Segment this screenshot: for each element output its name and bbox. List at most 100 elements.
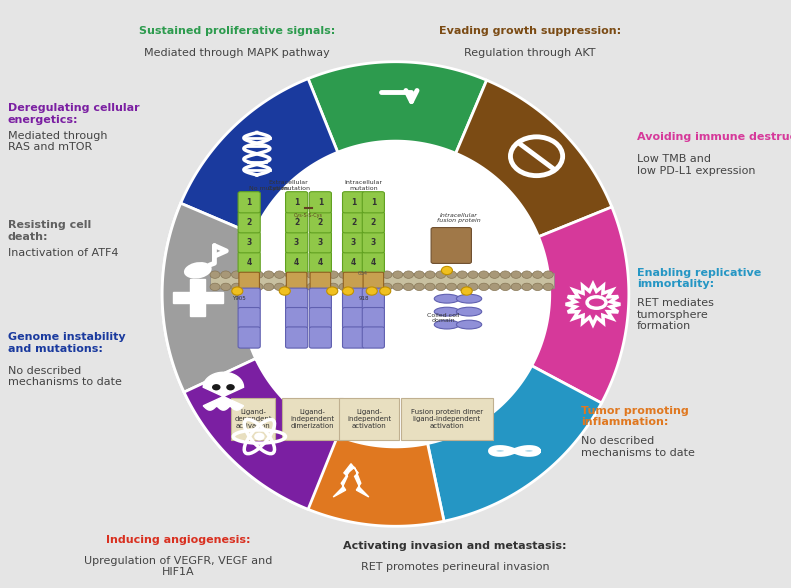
FancyBboxPatch shape <box>309 252 331 273</box>
Circle shape <box>414 283 424 290</box>
FancyBboxPatch shape <box>363 272 384 289</box>
FancyBboxPatch shape <box>309 327 331 348</box>
FancyBboxPatch shape <box>362 212 384 233</box>
Circle shape <box>317 271 327 278</box>
FancyBboxPatch shape <box>343 232 365 253</box>
Circle shape <box>253 271 263 278</box>
FancyBboxPatch shape <box>286 192 308 213</box>
Circle shape <box>532 283 543 290</box>
Circle shape <box>286 283 295 290</box>
FancyBboxPatch shape <box>343 327 365 348</box>
Circle shape <box>232 287 243 295</box>
FancyBboxPatch shape <box>238 308 260 329</box>
FancyBboxPatch shape <box>362 192 384 213</box>
Polygon shape <box>184 359 338 509</box>
Circle shape <box>339 271 349 278</box>
Ellipse shape <box>434 320 460 329</box>
Text: Fusion protein dimer
ligand-independent
activation: Fusion protein dimer ligand-independent … <box>411 409 483 429</box>
FancyBboxPatch shape <box>309 288 331 309</box>
Text: G34: G34 <box>358 271 368 276</box>
Circle shape <box>447 283 456 290</box>
Text: 1: 1 <box>371 198 376 207</box>
Polygon shape <box>180 79 338 234</box>
Text: 2: 2 <box>318 218 323 227</box>
Circle shape <box>382 283 392 290</box>
Circle shape <box>532 271 543 278</box>
Text: Tumor promoting
inflammation:: Tumor promoting inflammation: <box>581 406 689 427</box>
Text: 4: 4 <box>247 258 252 267</box>
Circle shape <box>393 283 403 290</box>
Ellipse shape <box>434 294 460 303</box>
Text: 3: 3 <box>294 238 299 247</box>
Circle shape <box>511 271 521 278</box>
Circle shape <box>254 433 265 440</box>
Text: Genome instability
and mutations:: Genome instability and mutations: <box>8 332 126 354</box>
Polygon shape <box>162 203 255 392</box>
Text: RET mediates
tumorsphere
formation: RET mediates tumorsphere formation <box>637 298 713 331</box>
Text: Ligand-
independent
dimerization: Ligand- independent dimerization <box>290 409 335 429</box>
Text: Sustained proliferative signals:: Sustained proliferative signals: <box>139 26 335 36</box>
Circle shape <box>350 283 360 290</box>
Circle shape <box>343 287 354 295</box>
Text: 1: 1 <box>247 198 252 207</box>
Circle shape <box>232 271 241 278</box>
Circle shape <box>210 271 220 278</box>
Circle shape <box>425 283 435 290</box>
Ellipse shape <box>241 141 550 447</box>
Polygon shape <box>190 279 206 316</box>
Circle shape <box>393 271 403 278</box>
Circle shape <box>232 283 241 290</box>
FancyBboxPatch shape <box>343 308 365 329</box>
FancyBboxPatch shape <box>343 252 365 273</box>
Circle shape <box>414 271 424 278</box>
FancyBboxPatch shape <box>286 252 308 273</box>
Circle shape <box>511 283 521 290</box>
Polygon shape <box>532 207 629 403</box>
Text: Enabling replicative
immortality:: Enabling replicative immortality: <box>637 268 761 289</box>
Circle shape <box>212 384 221 390</box>
Text: 1: 1 <box>318 198 323 207</box>
Text: 2: 2 <box>351 218 356 227</box>
FancyBboxPatch shape <box>238 252 260 273</box>
Circle shape <box>461 287 472 295</box>
Text: 3: 3 <box>351 238 356 247</box>
Text: No mutation: No mutation <box>249 185 289 191</box>
Circle shape <box>479 271 489 278</box>
Text: Ligand-
independent
activation: Ligand- independent activation <box>347 409 392 429</box>
Circle shape <box>210 283 220 290</box>
Text: Avoiding immune destruction:: Avoiding immune destruction: <box>637 132 791 142</box>
FancyBboxPatch shape <box>238 212 260 233</box>
Circle shape <box>501 283 510 290</box>
Circle shape <box>457 283 467 290</box>
Polygon shape <box>308 62 486 153</box>
Text: Upregulation of VEGFR, VEGF and
HIF1A: Upregulation of VEGFR, VEGF and HIF1A <box>84 556 272 577</box>
FancyBboxPatch shape <box>362 327 384 348</box>
FancyBboxPatch shape <box>309 232 331 253</box>
Circle shape <box>501 271 510 278</box>
Circle shape <box>468 283 478 290</box>
Text: Low TMB and
low PD-L1 expression: Low TMB and low PD-L1 expression <box>637 154 755 176</box>
FancyBboxPatch shape <box>343 288 365 309</box>
Circle shape <box>286 271 295 278</box>
Circle shape <box>242 271 252 278</box>
FancyBboxPatch shape <box>286 212 308 233</box>
Circle shape <box>403 271 414 278</box>
FancyBboxPatch shape <box>239 272 259 289</box>
Text: 4: 4 <box>371 258 376 267</box>
Text: Inactivation of ATF4: Inactivation of ATF4 <box>8 248 119 258</box>
FancyBboxPatch shape <box>309 308 331 329</box>
Circle shape <box>436 283 446 290</box>
Circle shape <box>296 283 306 290</box>
Text: Intracellular
mutation: Intracellular mutation <box>345 180 383 191</box>
Circle shape <box>253 283 263 290</box>
Circle shape <box>327 287 338 295</box>
Text: Mediated through MAPK pathway: Mediated through MAPK pathway <box>145 48 330 58</box>
Circle shape <box>543 283 554 290</box>
Circle shape <box>371 271 381 278</box>
Circle shape <box>436 271 446 278</box>
FancyBboxPatch shape <box>238 232 260 253</box>
Circle shape <box>221 283 231 290</box>
FancyBboxPatch shape <box>238 192 260 213</box>
FancyBboxPatch shape <box>362 232 384 253</box>
Circle shape <box>543 271 554 278</box>
